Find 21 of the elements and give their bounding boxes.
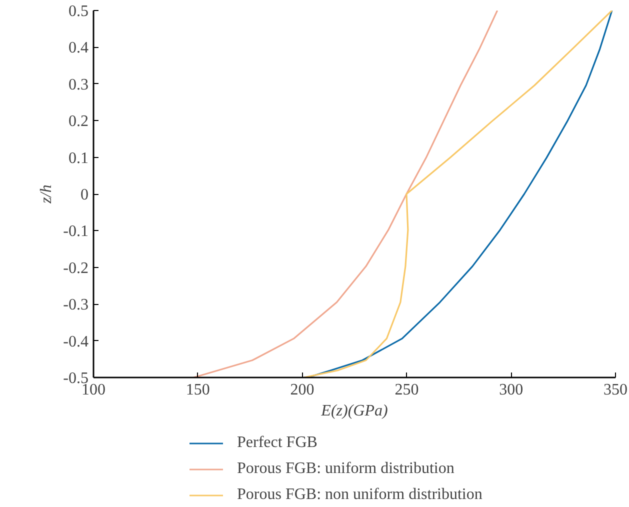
y-tick-label: -0.1 <box>63 223 88 240</box>
y-tick-label: 0.5 <box>68 3 88 20</box>
legend-label: Porous FGB: uniform distribution <box>237 459 454 479</box>
legend-label: Perfect FGB <box>237 433 318 453</box>
x-tick-label: 150 <box>186 382 210 398</box>
y-tick-label: 0.2 <box>68 113 88 130</box>
x-tick-label: 250 <box>394 382 419 398</box>
y-tick-label: -0.3 <box>63 296 88 314</box>
y-tick-label: 0.4 <box>68 40 88 57</box>
y-axis-title: z/h <box>38 184 56 204</box>
y-tick-label: 0.1 <box>68 150 88 167</box>
x-axis-title: E(z)(GPa) <box>320 402 388 420</box>
y-tick-label: 0.3 <box>68 76 88 94</box>
y-tick-label: 0 <box>80 186 88 204</box>
x-tick-label: 350 <box>604 382 628 398</box>
y-tick-label: -0.4 <box>63 333 88 350</box>
line-series <box>192 10 498 378</box>
y-tick-label: -0.2 <box>63 260 88 277</box>
x-tick-label: 300 <box>499 382 524 398</box>
legend-label: Porous FGB: non uniform distribution <box>237 485 482 505</box>
x-tick-label: 200 <box>290 382 314 398</box>
